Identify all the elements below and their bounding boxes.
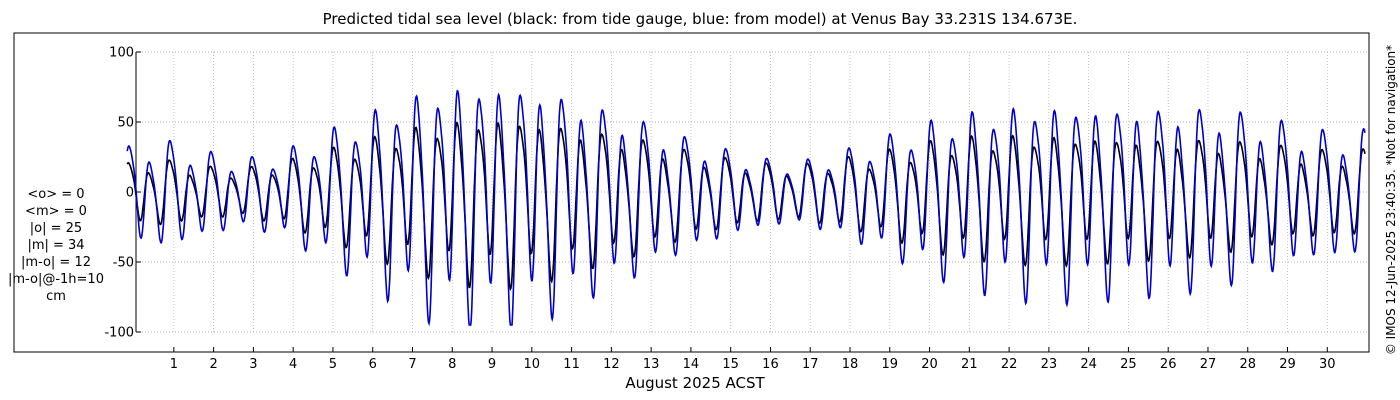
x-tick-label: 23 (1041, 357, 1058, 372)
x-tick-label: 15 (722, 357, 739, 372)
y-tick-label: -100 (104, 326, 134, 341)
y-tick-label: 100 (109, 46, 134, 61)
x-tick-label: 9 (488, 357, 496, 372)
x-tick-label: 27 (1200, 357, 1217, 372)
stat-mean-observed: <o> = 0 (27, 187, 85, 202)
x-tick-label: 3 (249, 357, 257, 372)
x-axis-label: August 2025 ACST (625, 374, 765, 392)
x-tick-label: 16 (762, 357, 779, 372)
stat-mean-model: <m> = 0 (25, 204, 87, 219)
x-tick-label: 10 (524, 357, 541, 372)
x-tick-label: 20 (921, 357, 938, 372)
x-tick-label: 19 (882, 357, 899, 372)
x-tick-label: 12 (603, 357, 620, 372)
stat-abs-model: |m| = 34 (27, 238, 85, 253)
statistics-panel: <o> = 0 <m> = 0 |o| = 25 |m| = 34 |m-o| … (2, 186, 110, 305)
stat-unit: cm (46, 289, 66, 304)
plot-frame (13, 32, 1370, 353)
series-layer (126, 89, 1366, 327)
y-tick-label: 50 (117, 116, 134, 131)
y-tick-label: 0 (126, 186, 134, 201)
stat-abs-difference-lag: |m-o|@-1h=10 (8, 272, 104, 287)
x-tick-label: 22 (1001, 357, 1018, 372)
x-tick-label: 18 (842, 357, 859, 372)
x-tick-label: 25 (1120, 357, 1137, 372)
x-tick-label: 14 (683, 357, 700, 372)
x-tick-label: 13 (643, 357, 660, 372)
y-tick-label: -50 (113, 256, 134, 271)
x-tick-label: 24 (1080, 357, 1097, 372)
chart-title: Predicted tidal sea level (black: from t… (322, 10, 1078, 28)
x-tick-label: 7 (408, 357, 416, 372)
x-tick-label: 2 (209, 357, 217, 372)
x-tick-label: 26 (1160, 357, 1177, 372)
credit-text: © IMOS 12-Jun-2025 23:40:35. *Not for na… (1380, 8, 1400, 392)
x-tick-label: 21 (961, 357, 978, 372)
stat-abs-difference: |m-o| = 12 (20, 255, 91, 270)
x-tick-label: 28 (1239, 357, 1256, 372)
x-tick-label: 30 (1319, 357, 1336, 372)
x-tick-label: 4 (289, 357, 297, 372)
x-tick-label: 6 (369, 357, 377, 372)
stat-abs-observed: |o| = 25 (29, 221, 83, 236)
x-tick-label: 17 (802, 357, 819, 372)
x-tick-label: 29 (1279, 357, 1296, 372)
x-tick-label: 11 (563, 357, 580, 372)
series-tide-gauge-line (126, 121, 1366, 292)
x-tick-label: 5 (329, 357, 337, 372)
x-tick-label: 8 (448, 357, 456, 372)
x-tick-label: 1 (170, 357, 178, 372)
series-model-line (126, 89, 1366, 327)
credit-label: © IMOS 12-Jun-2025 23:40:35. *Not for na… (1384, 44, 1398, 356)
